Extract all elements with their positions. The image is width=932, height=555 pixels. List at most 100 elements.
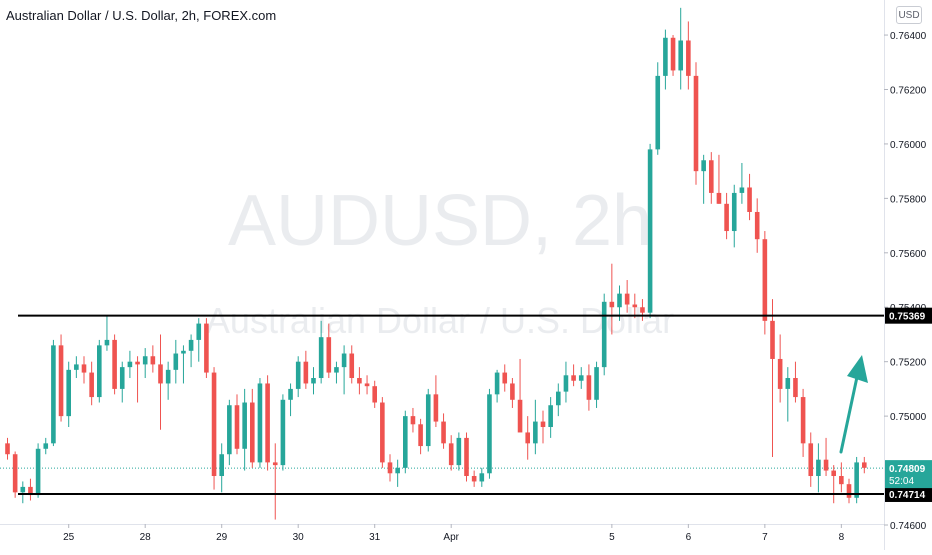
y-tick-label: 0.75600 — [890, 249, 927, 260]
candle-body — [471, 476, 477, 482]
candle-body — [854, 462, 859, 498]
candle-body — [257, 383, 263, 463]
candle-body — [701, 160, 706, 172]
candle-body — [425, 394, 431, 447]
candle-body — [403, 416, 408, 468]
candle-body — [456, 437, 462, 466]
candle-body — [808, 443, 814, 477]
candle-body — [204, 323, 209, 373]
candle-body — [135, 361, 140, 365]
candle-body — [81, 364, 87, 373]
candle-body — [464, 437, 469, 477]
candle-body — [372, 386, 377, 403]
candle-body — [288, 388, 293, 400]
candle-body — [219, 454, 224, 477]
candle-body — [311, 378, 316, 384]
candle-body — [418, 424, 423, 447]
candle-body — [341, 353, 347, 368]
candle-body — [12, 454, 18, 493]
candle-body — [632, 304, 638, 308]
candle-body — [433, 394, 439, 422]
watermark-symbol: AUDUSD, 2h — [228, 181, 652, 261]
candle-body — [97, 345, 102, 398]
candle-body — [387, 462, 393, 474]
level-label-box — [885, 307, 932, 324]
candle-body — [43, 443, 49, 449]
current-price-label: 0.74809 — [889, 464, 926, 475]
candle-body — [517, 399, 523, 433]
x-tick-label: 28 — [140, 532, 152, 543]
candle-body — [250, 402, 255, 463]
candle-body — [533, 421, 538, 444]
candle-body — [326, 337, 332, 373]
y-tick-label: 0.74600 — [890, 521, 927, 532]
candle-body — [89, 372, 94, 398]
x-tick-label: 31 — [369, 532, 381, 543]
candle-body — [58, 345, 64, 417]
candle-body — [448, 443, 454, 466]
candles-group — [5, 7, 867, 520]
candle-body — [670, 37, 676, 71]
candle-body — [357, 378, 362, 384]
candle-body — [716, 192, 722, 204]
currency-button[interactable]: USD — [896, 6, 922, 24]
y-tick-label: 0.76000 — [890, 140, 927, 151]
candle-body — [119, 367, 125, 389]
candle-body — [571, 375, 576, 381]
candle-body — [578, 375, 584, 381]
candle-body — [693, 75, 699, 172]
candle-body — [617, 293, 622, 308]
candle-body — [739, 187, 745, 193]
candle-body — [609, 301, 615, 308]
candle-body — [494, 372, 500, 395]
candle-body — [20, 486, 26, 493]
candle-body — [173, 353, 179, 370]
candle-body — [150, 356, 156, 365]
candle-body — [142, 356, 148, 365]
candle-body — [563, 375, 569, 392]
candle-body — [601, 301, 607, 368]
x-tick-label: 7 — [762, 532, 768, 543]
candle-body — [35, 448, 41, 496]
arrow-icon — [847, 355, 868, 383]
x-tick-label: 8 — [839, 532, 845, 543]
candle-body — [785, 378, 791, 389]
candle-body — [127, 361, 133, 368]
candle-body — [839, 476, 844, 485]
candle-body — [510, 383, 515, 400]
candle-body — [647, 149, 653, 313]
candle-body — [831, 470, 836, 477]
candle-body — [800, 397, 806, 444]
y-tick-label: 0.75800 — [890, 194, 927, 205]
chart-title: Australian Dollar / U.S. Dollar, 2h, FOR… — [6, 8, 277, 23]
candle-body — [686, 40, 691, 76]
candle-body — [655, 75, 661, 150]
y-tick-label: 0.76200 — [890, 85, 927, 96]
candle-body — [211, 372, 217, 477]
candle-body — [525, 432, 530, 444]
candle-body — [410, 416, 416, 425]
candle-body — [280, 399, 286, 466]
candle-body — [242, 402, 247, 449]
candle-body — [479, 473, 485, 482]
candle-body — [181, 350, 186, 354]
candle-body — [548, 405, 553, 428]
candle-body — [724, 203, 729, 232]
x-tick-label: 30 — [293, 532, 305, 543]
countdown-label: 52:04 — [889, 476, 914, 487]
candle-body — [663, 37, 668, 76]
candle-body — [364, 383, 370, 387]
y-tick-label: 0.76400 — [890, 31, 927, 42]
level-label-box — [885, 485, 932, 502]
candle-body — [5, 443, 10, 455]
candle-body — [334, 367, 339, 373]
candle-body — [502, 372, 508, 384]
candle-body — [731, 192, 737, 232]
candle-body — [234, 405, 240, 449]
candle-body — [74, 364, 79, 370]
current-price-box — [885, 460, 932, 489]
candle-body — [556, 391, 561, 406]
candle-body — [158, 364, 163, 384]
candle-body — [349, 353, 355, 379]
